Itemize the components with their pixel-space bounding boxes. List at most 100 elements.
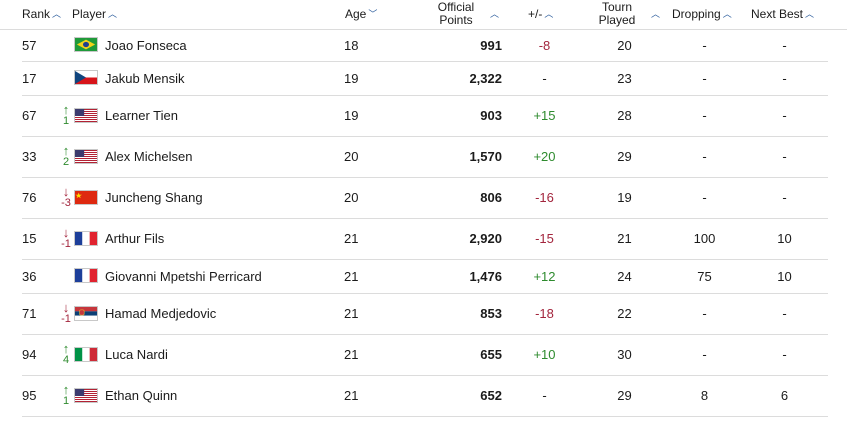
rank-movement-value: 1 [62, 395, 70, 407]
sort-rank-button[interactable]: Rank ︿ [22, 8, 61, 21]
rank-movement: ↑ 1 [56, 375, 76, 416]
player-name-link[interactable]: Giovanni Mpetshi Perricard [105, 268, 262, 284]
table-row[interactable]: 36 Giovanni Mpetshi Perricard 21 1,476 +12 24… [22, 259, 828, 294]
table-header: Rank ︿ Player ︿ Age ﹀ Official Points ︿ +/- ︿… [0, 0, 847, 30]
table-row[interactable]: 15 ↓ -1 Arthur Fils 21 2,920 -15 21 100 10 [22, 218, 828, 260]
chevron-up-icon: ︿ [805, 9, 815, 19]
rank-movement [56, 61, 76, 95]
rank-arrow-icon: ↑ [62, 382, 70, 397]
france-flag-icon [74, 230, 98, 246]
player-name-link[interactable]: Jakub Mensik [105, 70, 185, 86]
player-name-link[interactable]: Ethan Quinn [105, 388, 178, 403]
sort-age-button[interactable]: Age ﹀ [345, 8, 377, 21]
change-cell: +10 [533, 347, 556, 362]
usa-flag-icon [74, 107, 98, 123]
italy-flag-icon [74, 346, 98, 362]
age-cell: 20 [344, 149, 359, 164]
player-name-link[interactable]: Hamad Medjedovic [105, 306, 217, 321]
rank-movement-value: -1 [61, 238, 71, 250]
chevron-up-icon: ︿ [722, 9, 732, 19]
tournaments-cell: 22 [617, 306, 632, 321]
dropping-cell: - [702, 347, 707, 362]
next-best-header-label: Next Best [751, 7, 804, 21]
rank-movement: ↑ 4 [56, 334, 76, 375]
player-name-link[interactable]: Luca Nardi [105, 347, 168, 362]
rank-arrow-icon: ↓ [62, 300, 70, 315]
sort-next-best-button[interactable]: Next Best ︿ [751, 8, 814, 21]
rank-arrow-icon: ↑ [62, 143, 70, 158]
age-cell: 20 [344, 190, 359, 205]
change-cell: +20 [533, 149, 556, 164]
tourn-header-label-2: Played [598, 13, 636, 27]
next-best-cell: - [782, 70, 787, 86]
change-cell: -18 [535, 306, 554, 321]
serbia-flag-icon [74, 305, 98, 321]
rank-cell: 95 [22, 388, 37, 403]
points-sort-icon[interactable]: ︿ [488, 8, 499, 21]
tournaments-cell: 24 [617, 268, 632, 284]
rank-arrow-icon: ↑ [62, 102, 70, 117]
usa-flag-icon [74, 148, 98, 164]
rank-cell: 36 [22, 268, 37, 284]
dropping-cell: - [702, 108, 707, 123]
next-best-cell: - [782, 306, 787, 321]
table-row[interactable]: 67 ↑ 1 Learner Tien 19 903 +15 28 - - [22, 95, 828, 137]
rank-cell: 71 [22, 306, 37, 321]
sort-player-button[interactable]: Player ︿ [72, 8, 117, 21]
change-cell: +15 [533, 108, 556, 123]
chevron-up-icon: ︿ [651, 9, 661, 19]
next-best-cell: - [782, 190, 787, 205]
dropping-header-label: Dropping [672, 7, 721, 21]
points-cell: 1,570 [469, 149, 502, 164]
age-cell: 21 [344, 347, 359, 362]
player-name-link[interactable]: Juncheng Shang [105, 190, 203, 205]
sort-points-button[interactable]: Official Points [432, 1, 480, 27]
rank-arrow-icon: ↑ [62, 341, 70, 356]
dropping-cell: - [702, 306, 707, 321]
age-cell: 21 [344, 388, 359, 403]
player-name-link[interactable]: Alex Michelsen [105, 149, 193, 164]
player-name-link[interactable]: Arthur Fils [105, 231, 165, 246]
age-cell: 21 [344, 268, 359, 284]
tournaments-cell: 23 [617, 70, 632, 86]
table-row[interactable]: 76 ↓ -3 Juncheng Shang 20 806 -16 19 - - [22, 177, 828, 219]
next-best-cell: - [782, 149, 787, 164]
france-flag-icon [74, 268, 98, 283]
rank-movement [56, 259, 76, 293]
tournaments-cell: 28 [617, 108, 632, 123]
player-name-link[interactable]: Learner Tien [105, 108, 178, 123]
table-row[interactable]: 94 ↑ 4 Luca Nardi 21 655 +10 30 - - [22, 334, 828, 376]
rank-movement: ↓ -1 [56, 218, 76, 259]
next-best-cell: - [782, 37, 787, 53]
sort-change-button[interactable]: +/- ︿ [528, 8, 553, 21]
rank-movement-value: 4 [62, 354, 70, 366]
dropping-cell: - [702, 37, 707, 53]
rank-arrow-icon: ↓ [62, 184, 70, 199]
points-header-label-2: Points [439, 13, 473, 27]
rank-cell: 67 [22, 108, 37, 123]
points-cell: 806 [480, 190, 502, 205]
dropping-cell: 75 [697, 268, 712, 284]
table-row[interactable]: 33 ↑ 2 Alex Michelsen 20 1,570 +20 29 - - [22, 136, 828, 178]
chevron-up-icon: ︿ [108, 9, 118, 19]
points-cell: 2,920 [469, 231, 502, 246]
table-row[interactable]: 17 Jakub Mensik 19 2,322 - 23 - - [22, 61, 828, 96]
rank-movement-value: -3 [61, 197, 71, 209]
points-cell: 853 [480, 306, 502, 321]
rank-cell: 17 [22, 70, 37, 86]
table-row[interactable]: 71 ↓ -1 Hamad Medjedovic 21 853 -18 22 - - [22, 293, 828, 335]
tourn-sort-icon[interactable]: ︿ [649, 8, 660, 21]
table-row[interactable]: 95 ↑ 1 Ethan Quinn 21 652 - 29 8 6 [22, 375, 828, 417]
player-name-link[interactable]: Joao Fonseca [105, 37, 187, 53]
tourn-header-label-1: Tourn [601, 0, 633, 14]
sort-tourn-button[interactable]: Tourn Played [596, 1, 638, 27]
dropping-cell: - [702, 70, 707, 86]
china-flag-icon [74, 189, 98, 205]
rank-cell: 57 [22, 37, 37, 53]
table-row[interactable]: 57 Joao Fonseca 18 991 -8 20 - - [22, 29, 828, 62]
rank-cell: 33 [22, 149, 37, 164]
sort-dropping-button[interactable]: Dropping ︿ [672, 8, 732, 21]
next-best-cell: - [782, 347, 787, 362]
change-cell: +12 [533, 268, 556, 284]
player-header-label: Player [72, 7, 107, 21]
